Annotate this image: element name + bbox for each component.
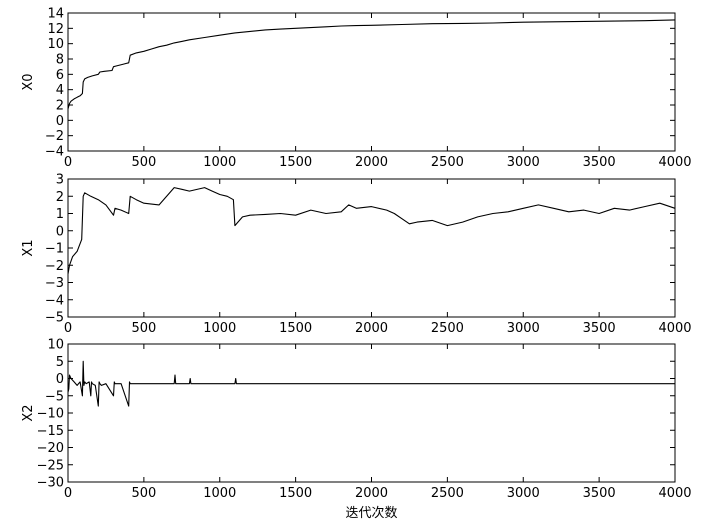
x-tick-label: 2000	[355, 486, 388, 501]
x-tick-label: 3500	[583, 155, 616, 170]
x-tick-label: 2500	[431, 321, 464, 336]
x-tick-label: 500	[131, 486, 156, 501]
y-tick-label: 2	[56, 99, 64, 114]
y-tick-label: 4	[56, 83, 64, 98]
y-tick-label: 6	[56, 68, 64, 83]
y-tick-label: −15	[37, 424, 64, 439]
y-tick-label: −4	[45, 293, 64, 308]
x-tick-label: 2000	[355, 321, 388, 336]
series-line	[67, 19, 676, 109]
y-tick-label: 10	[47, 37, 64, 52]
y-tick-label: −10	[37, 407, 64, 422]
y-tick-label: 1	[56, 207, 64, 222]
x-tick-label: 3500	[583, 321, 616, 336]
y-tick-label: −1	[45, 242, 64, 257]
y-tick-label: 0	[56, 224, 64, 239]
y-tick-label: 0	[56, 114, 64, 129]
y-tick-label: −5	[45, 389, 64, 404]
y-axis-label: X1	[21, 239, 36, 256]
y-tick-label: 14	[47, 7, 64, 22]
x-tick-label: 4000	[658, 155, 691, 170]
x-tick-label: 0	[64, 486, 72, 501]
x-tick-label: 1000	[203, 155, 236, 170]
x-tick-label: 2000	[355, 155, 388, 170]
y-tick-label: −5	[45, 311, 64, 326]
series-line	[67, 360, 675, 407]
x-tick-label: 3500	[583, 486, 616, 501]
x-tick-label: 0	[64, 155, 72, 170]
y-tick-label: 5	[56, 355, 64, 370]
x-tick-label: 1500	[279, 486, 312, 501]
x-tick-label: 4000	[658, 321, 691, 336]
series-line	[67, 187, 676, 274]
y-tick-label: −2	[45, 259, 64, 274]
x-tick-label: 3000	[507, 321, 540, 336]
x-tick-label: 2500	[431, 486, 464, 501]
y-tick-label: −30	[37, 476, 64, 491]
y-tick-label: 12	[47, 22, 64, 37]
y-tick-label: 8	[56, 53, 64, 68]
x-tick-label: 500	[131, 321, 156, 336]
x-tick-label: 500	[131, 155, 156, 170]
y-tick-label: −2	[45, 129, 64, 144]
x-tick-label: 0	[64, 321, 72, 336]
x-tick-label: 1500	[279, 155, 312, 170]
plot-frame	[67, 343, 676, 483]
x-tick-label: 1500	[279, 321, 312, 336]
y-tick-label: 0	[56, 372, 64, 387]
y-tick-label: −4	[45, 145, 64, 160]
y-tick-label: 3	[56, 173, 64, 188]
y-tick-label: −25	[37, 458, 64, 473]
x-tick-label: 1000	[203, 486, 236, 501]
y-axis-label: X2	[21, 404, 36, 421]
y-tick-label: −20	[37, 441, 64, 456]
x-tick-label: 3000	[507, 155, 540, 170]
subplot-2: 0 500 1000 1500 2000 2500 3000 3500 4000 −5 −4 −3 −2…	[21, 173, 692, 337]
plot-frame	[67, 178, 676, 318]
subplot-3: 0 500 1000 1500 2000 2500 3000 3500 4000 −30 −25 −2…	[21, 338, 692, 522]
x-tick-label: 3000	[507, 486, 540, 501]
x-tick-label: 2500	[431, 155, 464, 170]
y-axis-label: X0	[21, 73, 36, 90]
y-tick-label: 10	[47, 338, 64, 353]
subplot-1: 0 500 1000 1500 2000 2500 3000 3500 4000−4−20246…	[21, 7, 692, 171]
x-axis-label: 迭代次数	[345, 505, 397, 521]
y-tick-label: 2	[56, 190, 64, 205]
plot-frame	[67, 12, 676, 152]
x-tick-label: 1000	[203, 321, 236, 336]
x-tick-label: 4000	[658, 486, 691, 501]
y-tick-label: −3	[45, 276, 64, 291]
